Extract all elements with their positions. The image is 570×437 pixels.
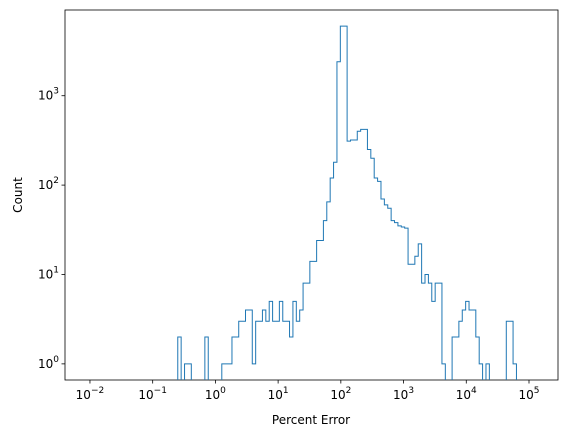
y-tick-label: 100 [38, 355, 59, 371]
x-tick-label: 101 [268, 386, 289, 402]
y-tick-label: 101 [38, 265, 59, 281]
plot-frame [64, 9, 559, 381]
x-tick-label: 100 [205, 386, 226, 402]
histogram-step [177, 25, 517, 380]
x-tick-label: 10−2 [76, 386, 105, 402]
x-axis-label: Percent Error [272, 413, 350, 427]
x-tick-label: 102 [330, 386, 351, 402]
x-tick-label: 105 [518, 386, 539, 402]
y-axis-label: Count [11, 177, 25, 213]
x-tick-label: 103 [393, 386, 414, 402]
x-tick-label: 10−1 [138, 386, 167, 402]
y-tick-label: 102 [38, 176, 59, 192]
x-tick-label: 104 [456, 386, 477, 402]
y-tick-label: 103 [38, 87, 59, 103]
